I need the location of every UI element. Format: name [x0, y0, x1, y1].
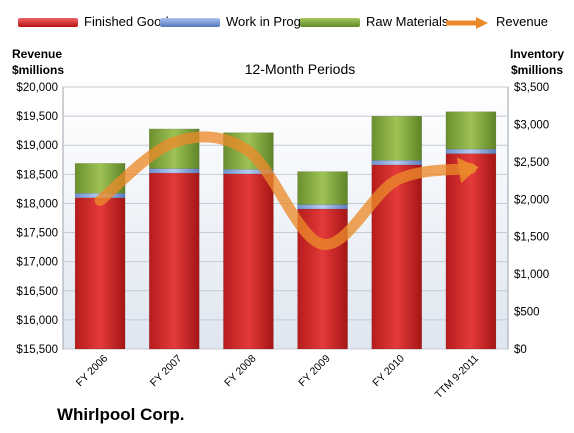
left-tick-label: $16,000 [16, 315, 58, 327]
legend: Finished Goods Work in Progress Raw Mate… [0, 13, 574, 35]
revenue-arrowhead [457, 157, 479, 184]
revenue-line-path [94, 131, 477, 250]
legend-label-finished-goods: Finished Goods [84, 14, 176, 29]
bar-finished-goods [445, 153, 497, 350]
left-tick-label: $18,500 [16, 169, 58, 181]
left-tick-label: $20,000 [16, 82, 58, 94]
company-name: Whirlpool Corp. [57, 405, 185, 424]
category-label: FY 2008 [222, 353, 259, 390]
legend-swatch-raw-materials [300, 18, 360, 28]
legend-label-raw-materials: Raw Materials [366, 14, 449, 29]
bar-finished-goods [223, 173, 274, 350]
legend-swatch-finished-goods [18, 18, 78, 28]
right-tick-label: $3,000 [514, 119, 549, 131]
bar-work-in-progress [297, 204, 348, 210]
right-axis-title: Inventory $millions [510, 47, 565, 77]
plot-background [62, 86, 509, 350]
right-tick-label: $500 [514, 307, 540, 319]
left-tick-label: $18,000 [16, 198, 58, 210]
category-label: TTM 9-2011 [433, 353, 481, 401]
left-tick-label: $17,000 [16, 257, 58, 269]
bar-raw-materials [445, 111, 497, 150]
legend-swatch-revenue [446, 16, 488, 29]
category-labels: FY 2006 FY 2007 FY 2008 FY 2009 FY 2010 TTM 9… [74, 353, 481, 401]
category-label: FY 2009 [296, 353, 333, 390]
bar-raw-materials [297, 171, 348, 205]
legend-item-raw-materials: Raw Materials [300, 13, 448, 31]
right-tick-label: $1,500 [514, 232, 549, 244]
grid [63, 86, 508, 350]
left-axis-title: Revenue $millions [12, 47, 65, 77]
legend-item-finished-goods: Finished Goods [18, 13, 175, 31]
legend-item-revenue: Revenue [444, 13, 548, 31]
left-tick-label: $17,500 [16, 228, 58, 240]
bar-finished-goods [148, 172, 200, 350]
right-axis-ticks: $0 $500 $1,000 $1,500 $2,000 $2,500 $3,000 $3,5… [514, 82, 549, 356]
right-tick-label: $3,500 [514, 82, 549, 94]
left-tick-label: $16,500 [16, 286, 58, 298]
legend-label-revenue: Revenue [496, 14, 549, 29]
bar-work-in-progress [445, 148, 497, 154]
left-tick-label: $15,500 [16, 344, 58, 356]
chart-title: 12-Month Periods [244, 61, 356, 77]
left-tick-label: $19,500 [16, 111, 58, 123]
legend-swatch-work-in-progress [160, 18, 220, 28]
left-axis-ticks: $15,500 $16,000 $16,500 $17,000 $17,500 $18,0… [16, 82, 58, 356]
bar-work-in-progress [371, 160, 423, 166]
right-tick-label: $2,500 [514, 157, 549, 169]
left-tick-label: $19,000 [16, 140, 58, 152]
right-tick-label: $1,000 [514, 269, 549, 281]
bar-work-in-progress [148, 168, 200, 174]
category-label: FY 2006 [74, 353, 111, 390]
bar-finished-goods [74, 197, 126, 350]
revenue-line [94, 131, 479, 250]
right-tick-label: $0 [514, 344, 527, 356]
category-label: FY 2007 [148, 353, 185, 390]
category-label: FY 2010 [370, 353, 407, 390]
bars [74, 111, 497, 350]
right-tick-label: $2,000 [514, 194, 549, 206]
bar-raw-materials [371, 115, 423, 161]
